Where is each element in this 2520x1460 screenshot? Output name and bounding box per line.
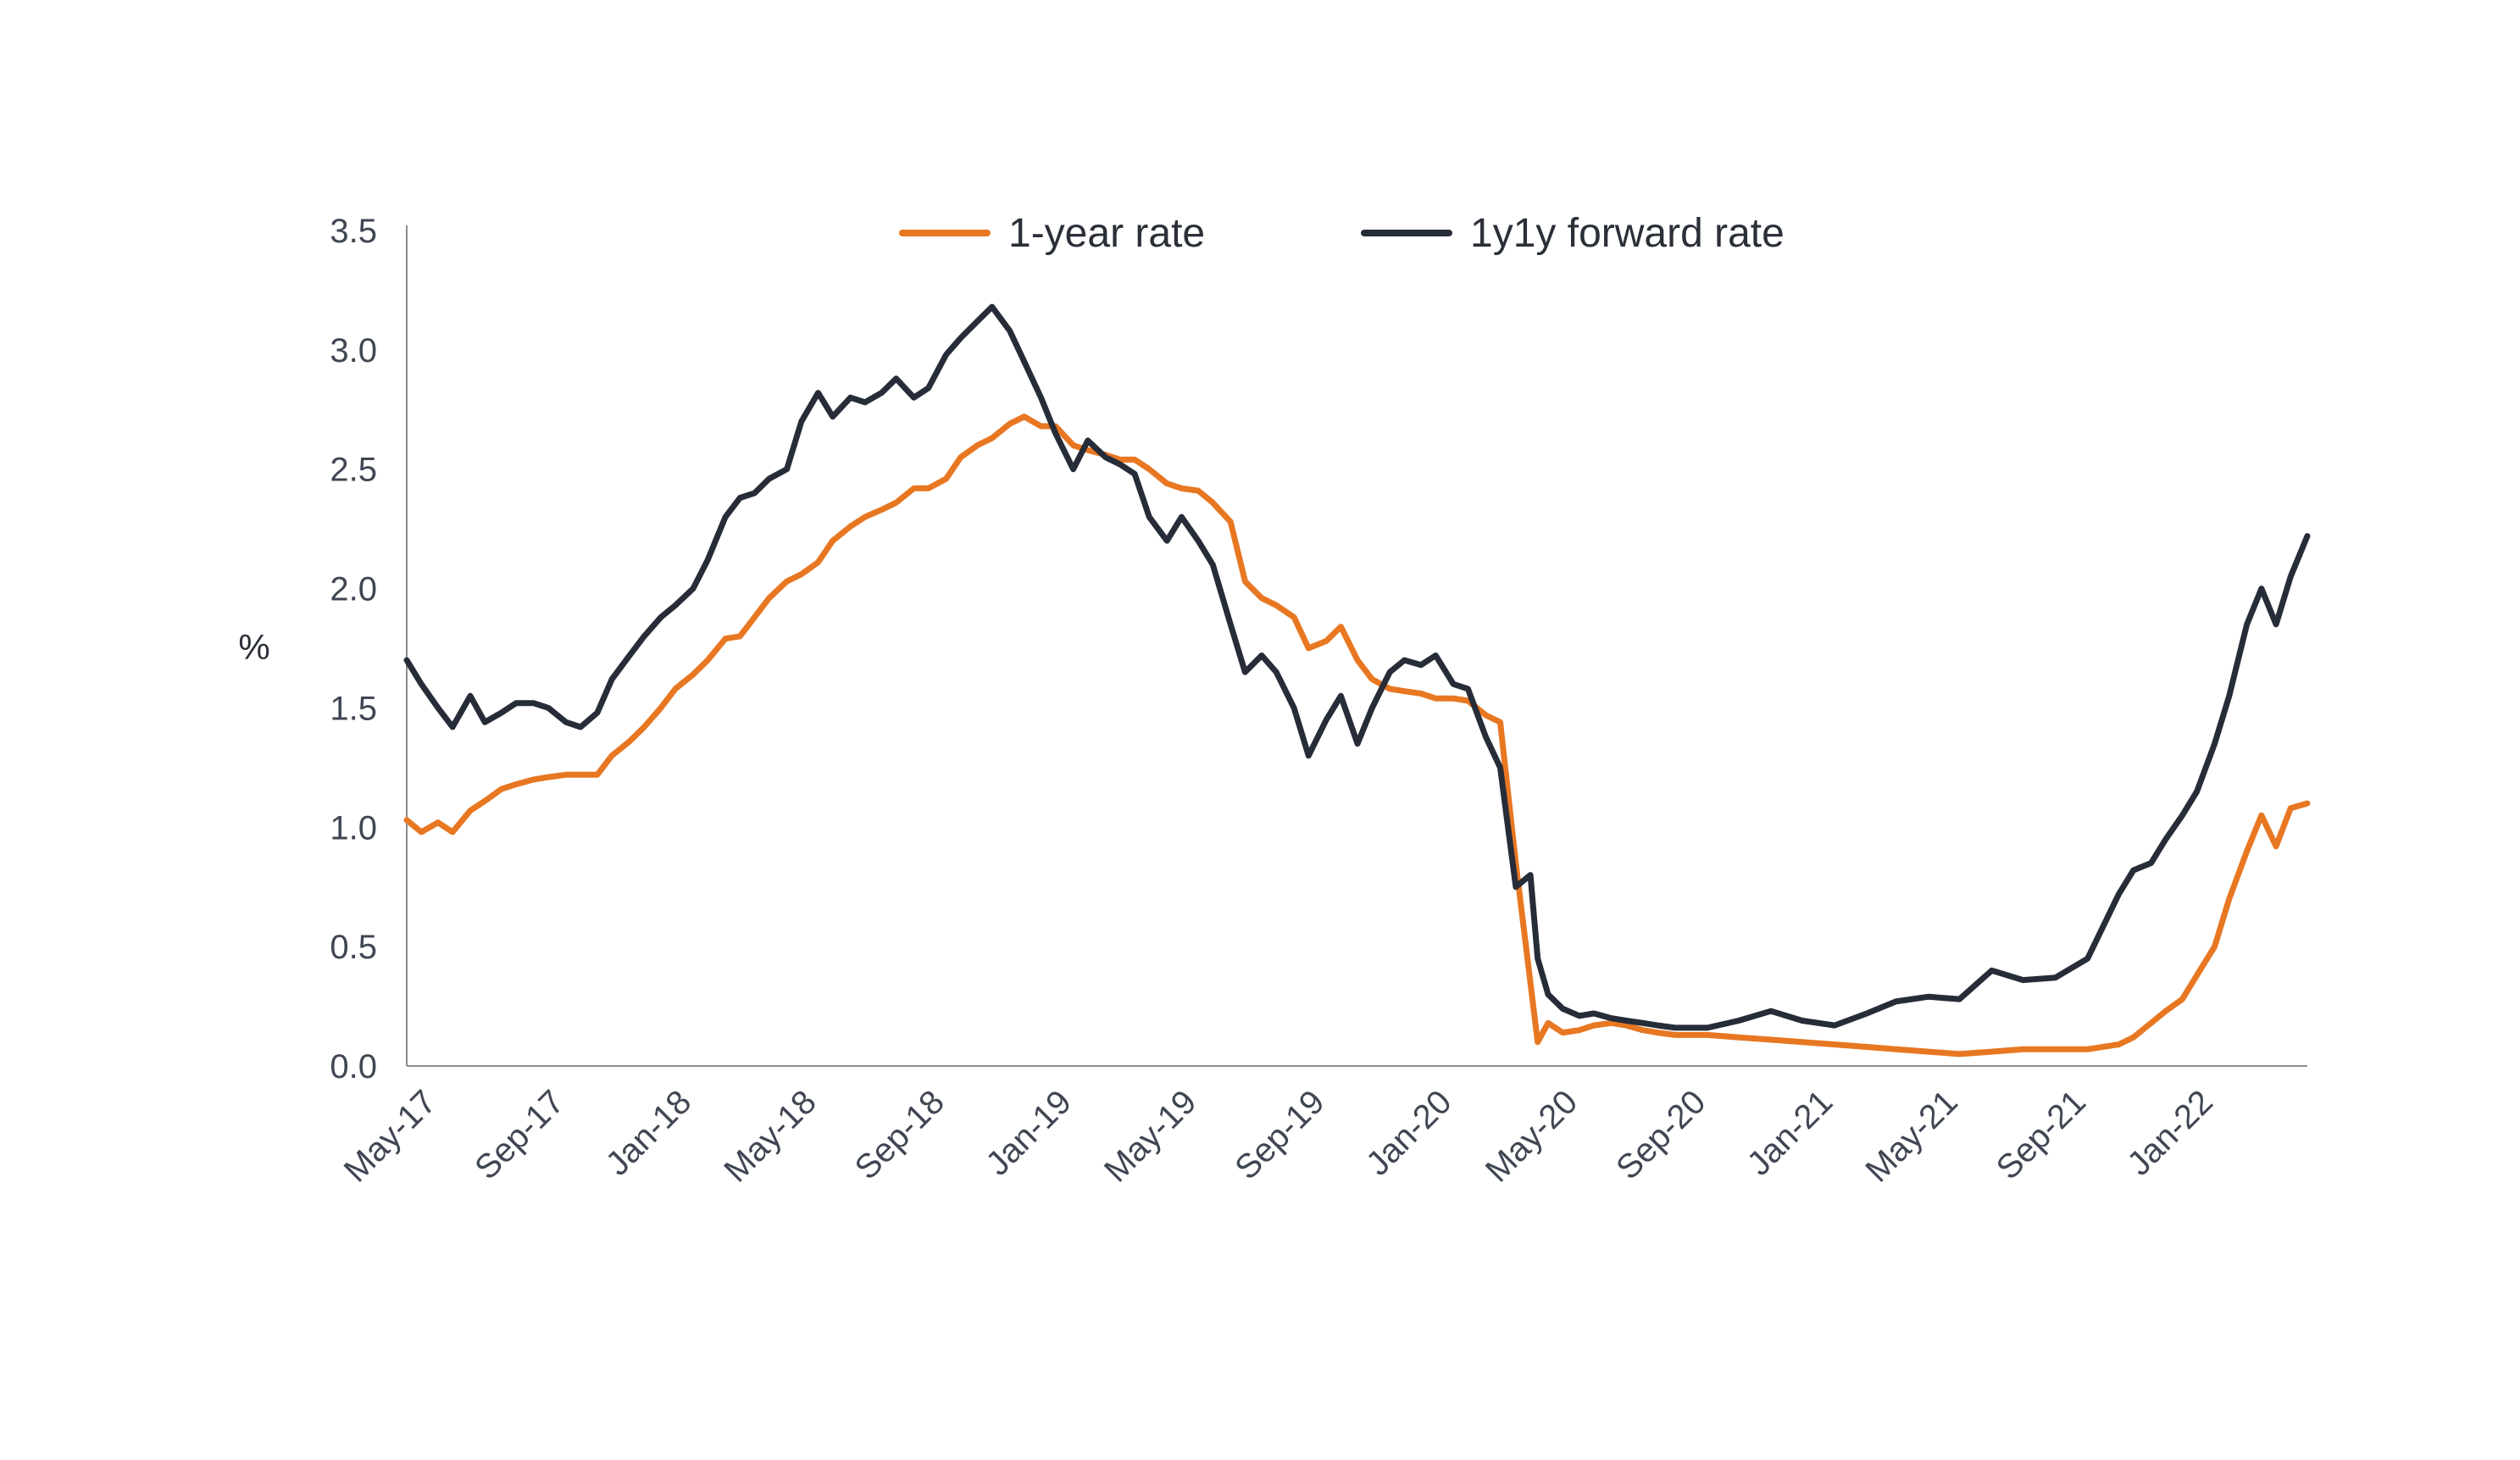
- x-tick-label: Jan-19: [979, 1083, 1079, 1183]
- x-tick-label: Sep-18: [848, 1083, 952, 1186]
- x-tick-label: May-20: [1479, 1083, 1585, 1189]
- legend: 1-year rate 1y1y forward rate: [899, 211, 1785, 256]
- x-tick-label: Sep-20: [1609, 1083, 1712, 1186]
- x-tick-label: May-17: [337, 1083, 443, 1189]
- x-tick-label: Jan-20: [1359, 1083, 1459, 1183]
- legend-item-1-year-rate: 1-year rate: [899, 211, 1205, 256]
- x-tick-label: Jan-22: [2120, 1083, 2220, 1183]
- x-tick-label: Sep-17: [468, 1083, 571, 1186]
- x-tick-label: Sep-19: [1228, 1083, 1331, 1186]
- series-line-1y1y-forward-rate: [403, 303, 2311, 1031]
- x-tick-label: Jan-18: [599, 1083, 699, 1183]
- y-tick-label: 3.0: [330, 332, 377, 369]
- legend-label-1-year-rate: 1-year rate: [1008, 211, 1205, 256]
- y-tick-label: 2.0: [330, 571, 377, 608]
- legend-item-1y1y-forward-rate: 1y1y forward rate: [1361, 211, 1785, 256]
- y-tick-label: 1.0: [330, 809, 377, 847]
- y-tick-label: 0.5: [330, 929, 377, 966]
- y-tick-label: 3.5: [330, 213, 377, 250]
- y-tick-label: 0.0: [330, 1048, 377, 1085]
- x-tick-label: May-21: [1858, 1083, 1964, 1189]
- legend-label-1y1y-forward-rate: 1y1y forward rate: [1470, 211, 1785, 256]
- x-tick-label: Sep-21: [1990, 1083, 2093, 1186]
- x-axis-ticks: May-17 Sep-17 Jan-18 May-18 Sep-18 Jan-19 May-…: [337, 1083, 2220, 1189]
- y-axis-label: %: [238, 627, 269, 667]
- y-tick-label: 2.5: [330, 452, 377, 489]
- axes: [406, 225, 2307, 1067]
- x-tick-label: May-18: [717, 1083, 823, 1189]
- series-line-1-year-rate: [403, 414, 2311, 1058]
- y-tick-label: 1.5: [330, 690, 377, 727]
- y-axis-ticks: 0.0 0.5 1.0 1.5 2.0 2.5 3.0 3.5: [330, 213, 377, 1085]
- x-tick-label: May-19: [1097, 1083, 1203, 1189]
- series: [403, 303, 2311, 1058]
- x-tick-label: Jan-21: [1740, 1083, 1840, 1183]
